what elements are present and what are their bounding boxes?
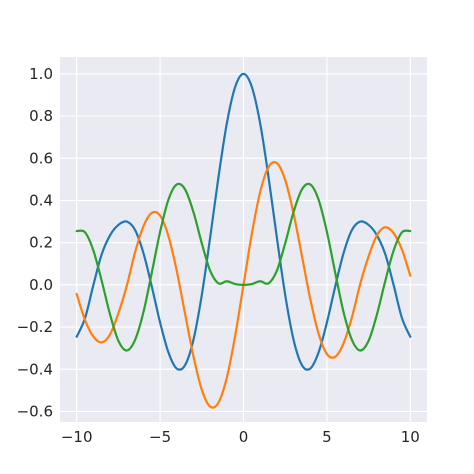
y-axis-ticks: −0.6 −0.4 −0.2 0.0 0.2 0.4 0.6 0.8 1.0 — [17, 65, 53, 421]
x-tick-label: 5 — [322, 428, 332, 446]
x-tick-label: 0 — [239, 428, 249, 446]
series-group — [75, 72, 412, 409]
y-tick-label: −0.6 — [17, 402, 53, 420]
y-tick-label: −0.4 — [17, 360, 53, 378]
y-tick-label: −0.2 — [17, 318, 53, 336]
x-axis-ticks: −10 −5 0 5 10 — [61, 428, 420, 446]
x-tick-label: 10 — [401, 428, 420, 446]
x-tick-label: −5 — [149, 428, 171, 446]
x-tick-label: −10 — [61, 428, 93, 446]
y-tick-label: 1.0 — [29, 65, 53, 83]
y-tick-label: 0.4 — [29, 191, 53, 209]
y-tick-label: 0.2 — [29, 234, 53, 252]
y-tick-label: 0.0 — [29, 276, 53, 294]
y-tick-label: 0.8 — [29, 107, 53, 125]
y-tick-label: 0.6 — [29, 149, 53, 167]
series-line-3 — [75, 182, 412, 352]
series-line-1 — [75, 72, 412, 371]
